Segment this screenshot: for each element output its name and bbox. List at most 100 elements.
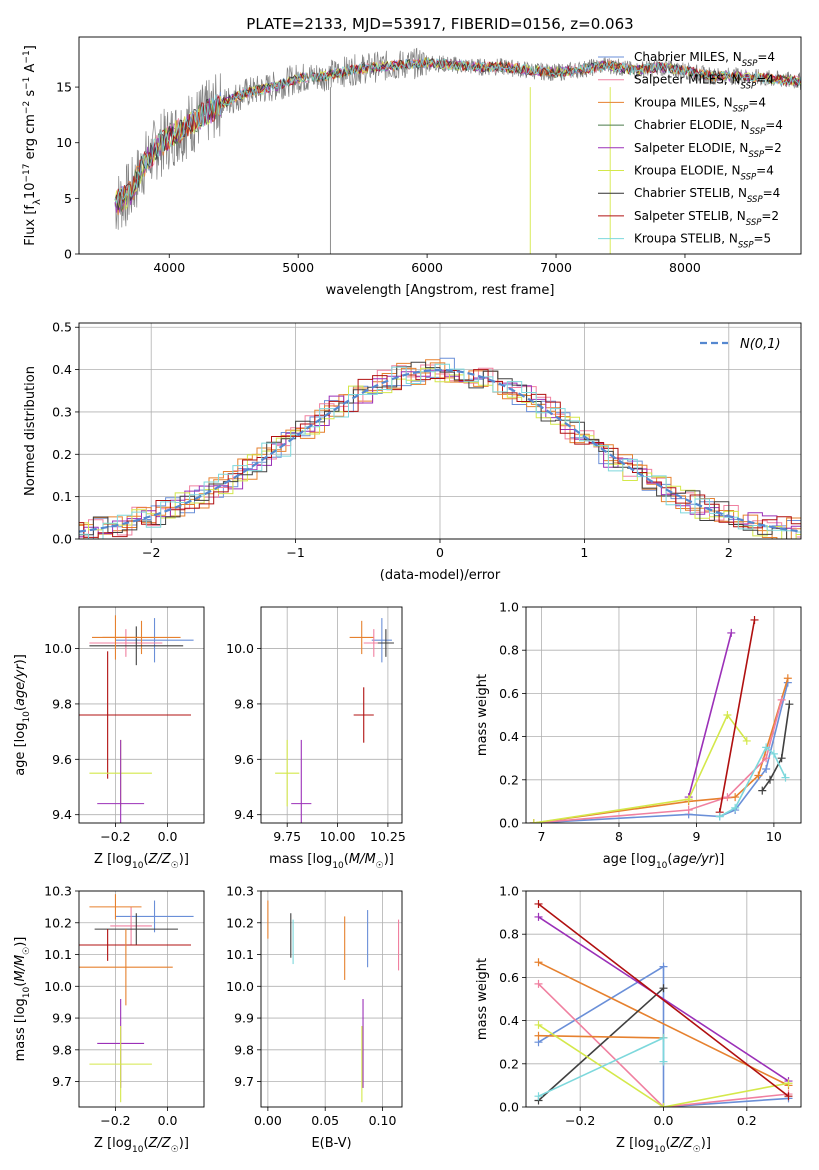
- legend-entry: Salpeter MILES, NSSP=4: [634, 73, 774, 92]
- weight-marker: [777, 695, 786, 704]
- x-axis-label: wavelength [Angstrom, rest frame]: [326, 283, 555, 298]
- y-tick-label: 10.0: [226, 641, 254, 656]
- weight-marker: [758, 786, 767, 795]
- y-tick-label: 0.8: [499, 927, 519, 942]
- axes-frame: [525, 890, 802, 1108]
- model-spectrum: [114, 57, 801, 204]
- y-axis-label-part: mass weight: [475, 674, 490, 756]
- y-axis-label: age [log10(age/yr)]: [13, 654, 32, 776]
- y-tick-label: 0.1: [52, 489, 72, 504]
- y-tick-label: 9.9: [52, 1011, 72, 1026]
- x-tick-label: 1: [580, 545, 588, 560]
- legend-entry: Kroupa MILES, NSSP=4: [634, 95, 766, 114]
- y-axis-label-part: age [log: [13, 723, 28, 776]
- panel-age-vs-Z: −0.2 0.09.49.69.810.0Z [log10(Z/Z☉)]age […: [13, 606, 205, 871]
- legend-tail: =4: [756, 164, 774, 178]
- y-tick-label: 0.0: [499, 1100, 519, 1115]
- y-axis-label-part: Flux [f: [23, 205, 38, 246]
- x-axis-label-part: mass [log: [269, 852, 332, 867]
- x-tick-label: 10.00: [320, 829, 356, 844]
- x-axis-label: E(B-V): [311, 1136, 351, 1151]
- histogram-series: [79, 367, 801, 539]
- x-tick-label: 0.2: [737, 1113, 757, 1128]
- plot-area: [275, 618, 394, 823]
- weight-marker: [534, 899, 543, 908]
- y-axis-label-part: )]: [13, 937, 28, 947]
- legend-entry: Chabrier ELODIE, NSSP=4: [634, 118, 783, 137]
- x-tick-label: 0.00: [254, 1113, 282, 1128]
- legend-sub: SSP: [747, 195, 763, 205]
- y-axis-label: mass weight: [475, 674, 490, 756]
- legend-sub: SSP: [733, 104, 749, 114]
- legend-text: Kroupa STELIB, N: [634, 232, 738, 246]
- y-tick-label: 9.6: [234, 752, 254, 767]
- weight-marker: [783, 674, 792, 683]
- axes-frame: [260, 606, 403, 824]
- weight-marker: [742, 736, 751, 745]
- x-axis-label-part: wavelength [Angstrom, rest frame]: [326, 283, 555, 298]
- legend-entry: Chabrier MILES, NSSP=4: [634, 50, 775, 69]
- x-axis-label: mass [log10(M/M☉)]: [269, 852, 394, 871]
- y-axis-label-part: M/M: [13, 955, 28, 982]
- y-tick-label: 0.5: [52, 320, 72, 335]
- y-axis-label-part: ☉: [22, 947, 32, 955]
- weight-marker: [684, 806, 693, 815]
- x-axis-label-part: )]: [179, 1136, 189, 1151]
- weight-series: [533, 678, 789, 823]
- weight-marker: [762, 743, 771, 752]
- x-axis-label-part: ☉: [693, 1145, 701, 1155]
- x-axis-label-part: Z [log: [94, 1136, 132, 1151]
- axes-frame: [260, 890, 403, 1108]
- panel-weight-vs-Z: −0.2 0.0 0.2 0.0 0.2 0.4 0.6 0.8 1.0 Z [log10(Z/Z…: [475, 884, 802, 1155]
- legend-sub: SSP: [738, 241, 754, 251]
- weight-marker: [534, 958, 543, 967]
- x-tick-label: 8000: [669, 260, 701, 275]
- legend-entry: Salpeter STELIB, NSSP=2: [634, 209, 779, 228]
- x-tick-label: 0.0: [158, 1113, 178, 1128]
- x-tick-label: 9: [692, 829, 700, 844]
- legend-text: Chabrier MILES, N: [634, 50, 742, 64]
- x-tick-label: 0.05: [311, 1113, 339, 1128]
- x-axis-label-part: age [log: [603, 852, 656, 867]
- x-axis-label-part: (data-model)/error: [380, 568, 501, 583]
- legend-tail: =2: [764, 141, 782, 155]
- weight-marker: [534, 1031, 543, 1040]
- y-tick-label: 10.0: [44, 641, 72, 656]
- weight-marker: [715, 812, 724, 821]
- y-axis-label-part: age/yr: [13, 663, 28, 706]
- x-tick-label: 0.0: [654, 1113, 674, 1128]
- x-axis-label-part: )]: [714, 852, 724, 867]
- y-axis-label: Flux [fλ10−17 erg cm−2 s−1 A−1]: [22, 45, 43, 246]
- weight-marker: [731, 803, 740, 812]
- y-axis-label-part: s: [23, 90, 38, 101]
- legend-sub: SSP: [748, 150, 764, 160]
- weight-marker: [723, 711, 732, 719]
- legend-text: Chabrier STELIB, N: [634, 186, 747, 200]
- y-tick-label: 10.1: [226, 947, 254, 962]
- legend-entry: Salpeter ELODIE, NSSP=2: [634, 141, 782, 160]
- weight-marker: [750, 615, 759, 624]
- histogram-series: [79, 363, 801, 539]
- y-tick-label: 9.7: [234, 1074, 254, 1089]
- y-tick-label: 15: [56, 80, 72, 95]
- panel-age-vs-mass: 9.75 10.00 10.25 9.4 9.6 9.8 10.0 mass [log10(M…: [226, 606, 406, 871]
- y-tick-label: 0.2: [499, 1056, 519, 1071]
- plot-area: [79, 894, 194, 1103]
- legend-text: Salpeter ELODIE, N: [634, 141, 748, 155]
- y-tick-label: 0.4: [52, 362, 72, 377]
- legend-tail: =4: [748, 95, 766, 109]
- x-tick-label: −2: [142, 545, 160, 560]
- legend-tail: =4: [757, 50, 775, 64]
- legend-text: Kroupa MILES, N: [634, 95, 733, 109]
- plot-area: [79, 357, 801, 539]
- weight-marker: [727, 628, 736, 637]
- model-spectrum: [115, 58, 801, 201]
- y-tick-label: 9.8: [52, 1042, 72, 1057]
- plot-area: [529, 615, 794, 823]
- y-tick-label: 10.1: [44, 947, 72, 962]
- legend-text: Kroupa ELODIE, N: [634, 164, 741, 178]
- y-tick-label: 9.4: [52, 807, 72, 822]
- x-axis-label-part: 10: [656, 861, 668, 871]
- weight-marker: [534, 979, 543, 988]
- y-tick-label: 0.3: [52, 404, 72, 419]
